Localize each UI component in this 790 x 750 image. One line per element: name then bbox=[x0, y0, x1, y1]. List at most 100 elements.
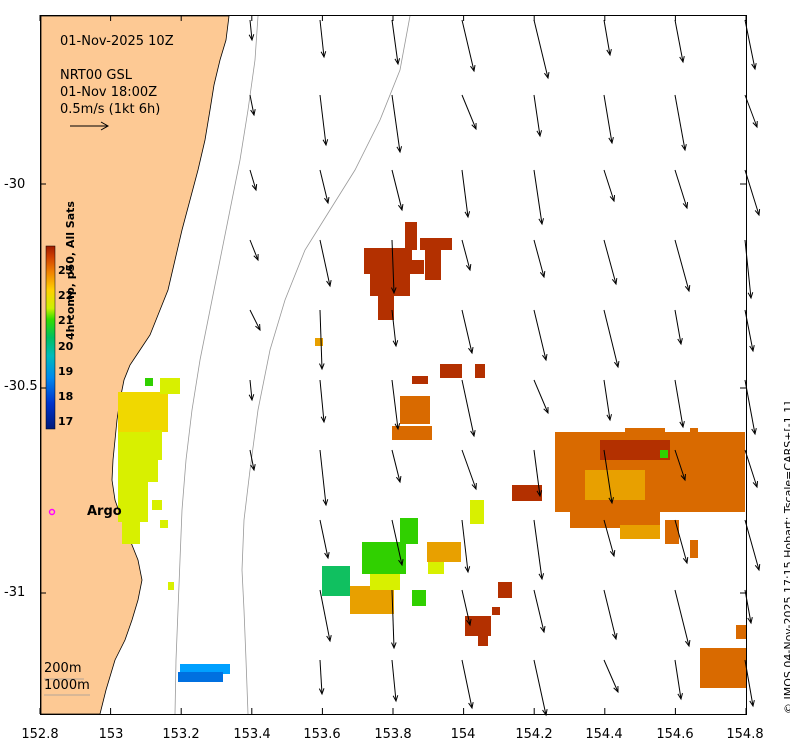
current-arrow bbox=[533, 659, 547, 716]
current-arrow-head bbox=[747, 617, 753, 625]
current-arrow-head bbox=[471, 122, 477, 131]
x-tick-154-4: 154.4 bbox=[585, 727, 623, 742]
sst-pixel-block bbox=[465, 616, 491, 636]
current-arrow bbox=[461, 379, 475, 437]
current-arrow bbox=[674, 659, 682, 700]
current-arrow-head bbox=[324, 552, 330, 560]
sst-pixel-block bbox=[625, 428, 665, 440]
current-arrow-head bbox=[255, 323, 261, 332]
sst-pixel-block bbox=[370, 574, 400, 590]
sst-pixel-block bbox=[160, 378, 180, 394]
current-arrow bbox=[674, 519, 688, 564]
current-arrow-head bbox=[320, 51, 327, 59]
current-arrow-head bbox=[749, 700, 755, 708]
colorbar-tick-22: 22 bbox=[58, 289, 74, 302]
current-arrow-head bbox=[251, 183, 258, 192]
current-arrow bbox=[744, 589, 752, 624]
current-arrow bbox=[391, 94, 401, 153]
current-arrow bbox=[319, 239, 331, 287]
current-arrow-head bbox=[751, 63, 757, 71]
current-arrow bbox=[391, 19, 399, 65]
current-arrow-head bbox=[682, 201, 689, 210]
current-arrow bbox=[319, 519, 329, 559]
sst-pixel-block bbox=[362, 542, 406, 574]
current-arrow bbox=[461, 449, 477, 490]
current-arrow-head bbox=[538, 573, 545, 581]
current-arrow-head bbox=[542, 353, 548, 362]
sst-pixel-block bbox=[690, 428, 698, 442]
colorbar-tick-17: 17 bbox=[58, 415, 74, 428]
x-tick-154-2: 154.2 bbox=[515, 727, 553, 742]
current-arrow bbox=[319, 589, 331, 642]
current-arrow-head bbox=[754, 563, 761, 572]
current-arrow bbox=[744, 379, 756, 435]
current-arrow-head bbox=[752, 120, 758, 129]
current-arrow bbox=[461, 19, 475, 72]
current-arrow-head bbox=[606, 414, 612, 422]
current-arrow bbox=[674, 19, 684, 63]
current-arrow-head bbox=[614, 360, 620, 369]
current-arrow-head bbox=[391, 287, 397, 295]
x-tick-154: 154 bbox=[450, 727, 476, 742]
current-arrow-head bbox=[544, 71, 550, 80]
current-arrow bbox=[603, 519, 615, 557]
current-arrow-head bbox=[464, 211, 471, 219]
colorbar-tick-23: 23 bbox=[58, 264, 74, 277]
sst-pixel-block bbox=[168, 582, 174, 590]
current-arrow bbox=[249, 379, 253, 401]
sst-pixel-block bbox=[400, 396, 430, 424]
colorbar bbox=[45, 245, 56, 430]
current-arrow bbox=[744, 449, 758, 488]
x-tick-153-2: 153.2 bbox=[162, 727, 200, 742]
current-arrow bbox=[744, 239, 752, 299]
current-arrow bbox=[319, 94, 327, 146]
current-arrow-head bbox=[536, 490, 543, 498]
sst-pixel-block bbox=[405, 222, 417, 250]
current-arrow bbox=[533, 169, 543, 225]
current-arrow-head bbox=[392, 695, 399, 703]
current-arrow-head bbox=[326, 280, 332, 288]
current-arrow bbox=[249, 309, 261, 331]
current-arrow-head bbox=[749, 345, 755, 353]
current-arrow bbox=[744, 309, 754, 352]
current-arrow-head bbox=[394, 58, 401, 66]
argo-label: Argo bbox=[87, 504, 122, 519]
x-tick-154-8: 154.8 bbox=[726, 727, 764, 742]
y-tick-31: -31 bbox=[4, 585, 26, 600]
x-tick-152-8: 152.8 bbox=[21, 727, 59, 742]
current-arrow bbox=[533, 449, 541, 497]
current-arrow-head bbox=[680, 473, 686, 482]
sst-pixel-block bbox=[620, 525, 660, 539]
sst-pixel-block bbox=[420, 238, 452, 250]
sst-pixel-block bbox=[660, 450, 668, 458]
current-arrow-head bbox=[468, 702, 474, 710]
colorbar-tick-21: 21 bbox=[58, 314, 74, 327]
isobath-1000m bbox=[241, 15, 411, 715]
date-label: 01-Nov-2025 10Z bbox=[60, 34, 174, 49]
current-arrow bbox=[744, 169, 760, 216]
current-arrow bbox=[391, 519, 403, 566]
current-arrow bbox=[461, 94, 477, 130]
current-arrow bbox=[744, 519, 760, 571]
sst-pixel-block bbox=[118, 482, 148, 522]
current-arrow bbox=[391, 589, 395, 649]
current-arrow bbox=[319, 169, 329, 204]
x-tick-154-6: 154.6 bbox=[656, 727, 694, 742]
current-arrow bbox=[249, 19, 253, 41]
current-arrow bbox=[674, 589, 690, 647]
current-arrow-head bbox=[395, 475, 402, 484]
colorbar-tick-20: 20 bbox=[58, 340, 74, 353]
current-arrow-head bbox=[392, 340, 399, 348]
isobath-1000-label: 1000m bbox=[44, 678, 90, 693]
current-arrow-head bbox=[324, 196, 330, 205]
current-arrow bbox=[603, 19, 611, 56]
vector-scale-label: 0.5m/s (1kt 6h) bbox=[60, 102, 161, 117]
current-arrow-head bbox=[538, 218, 544, 226]
current-arrow bbox=[603, 309, 619, 368]
current-arrow-head bbox=[542, 709, 548, 717]
sst-pixel-block bbox=[378, 296, 394, 320]
current-arrow-head bbox=[250, 109, 256, 117]
current-arrow-head bbox=[679, 56, 685, 64]
current-arrow bbox=[319, 309, 323, 370]
current-arrow-head bbox=[682, 556, 689, 565]
